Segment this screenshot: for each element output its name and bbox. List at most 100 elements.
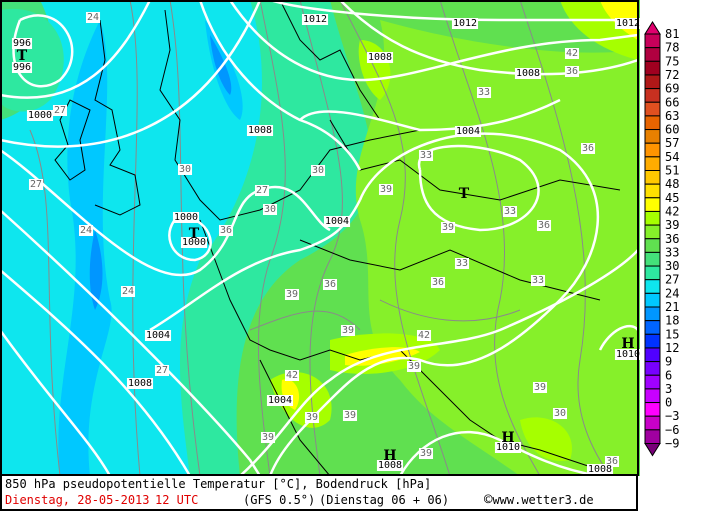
temperature-label-bg xyxy=(564,66,580,77)
temperature-label-bg xyxy=(28,179,44,190)
isobar xyxy=(268,132,600,476)
temperature-label: 39 xyxy=(442,222,454,233)
isotherm xyxy=(299,0,343,476)
isobar-label-bg xyxy=(494,442,522,453)
isobar xyxy=(339,0,639,76)
temperature-label: 39 xyxy=(286,289,298,300)
isobar-label-bg xyxy=(11,62,33,73)
isobar xyxy=(0,269,192,476)
time: 12 UTC xyxy=(155,493,199,507)
isotherm xyxy=(519,0,611,476)
isobar-label: 1004 xyxy=(456,126,480,137)
isobar-label-bg xyxy=(514,68,542,79)
date: Dienstag, 28-05-2013 xyxy=(5,493,150,507)
isobar-label-bg xyxy=(172,212,200,223)
isobar-label: 1008 xyxy=(588,464,612,475)
legend-swatch xyxy=(644,142,661,158)
isobar-label: 1000 xyxy=(174,212,198,223)
isobar-label: 1000 xyxy=(182,237,206,248)
isobar-label: 1004 xyxy=(146,330,170,341)
isobar xyxy=(12,14,74,88)
temperature-label-bg xyxy=(260,432,276,443)
coastline xyxy=(279,0,381,121)
temperature-label: 42 xyxy=(286,370,298,381)
temperature-label: 30 xyxy=(312,165,324,176)
temperature-label-bg xyxy=(310,165,326,176)
legend-label: 72 xyxy=(665,68,679,82)
pressure-centers: T T T H H H xyxy=(17,48,635,464)
warm-patch-4 xyxy=(520,417,572,461)
legend-swatch xyxy=(644,238,661,253)
isobar-label: 1000 xyxy=(28,110,52,121)
isobar xyxy=(198,0,362,171)
isobar-labels: 996 996 1000 1000 1000 1004 1004 1004 1004 1008 10… xyxy=(11,14,640,475)
legend-label: 57 xyxy=(665,136,679,150)
temperature-label-bg xyxy=(154,365,170,376)
temperature-label-bg xyxy=(78,225,94,236)
legend-label: 66 xyxy=(665,95,679,109)
temperature-label-bg xyxy=(218,225,234,236)
isobar xyxy=(0,329,112,476)
legend-label: 78 xyxy=(665,41,679,55)
isobar-label: 1008 xyxy=(248,125,272,136)
isobar-label-bg xyxy=(246,125,274,136)
legend-label: 54 xyxy=(665,150,679,164)
temperature-label-bg xyxy=(342,410,358,421)
legend-label: 0 xyxy=(665,396,672,410)
footer: 850 hPa pseudopotentielle Temperatur [°C… xyxy=(0,474,638,511)
legend-label: 6 xyxy=(665,368,672,382)
legend-label: 63 xyxy=(665,109,679,123)
isotherm xyxy=(339,0,451,476)
isobar-lines xyxy=(0,0,639,476)
isobar xyxy=(269,0,638,22)
temperature-label-bg xyxy=(502,206,518,217)
legend-label: 60 xyxy=(665,123,679,137)
legend-swatch xyxy=(644,197,661,212)
legend-label: 24 xyxy=(665,286,679,300)
temperature-label: 24 xyxy=(80,225,92,236)
temperature-label: 39 xyxy=(344,410,356,421)
site-link[interactable]: www.wetter3.de xyxy=(492,493,594,507)
cold-core-2 xyxy=(89,230,103,310)
legend-swatch xyxy=(644,224,661,240)
weather-map: 24 27 24 24 27 27 30 30 30 27 33 33 36 39 39 36 33 33 39 36… xyxy=(0,0,640,476)
isobar-label-bg xyxy=(144,330,172,341)
temperature-label-bg xyxy=(254,185,270,196)
legend-swatch xyxy=(644,279,661,294)
legend-label: 9 xyxy=(665,355,672,369)
temperature-label-bg xyxy=(580,143,596,154)
isobar-label-bg xyxy=(301,14,329,25)
isobar-label-bg xyxy=(586,464,614,475)
isobar-label-bg xyxy=(26,110,54,121)
isotherm xyxy=(29,129,61,476)
temperature-label-bg xyxy=(532,382,548,393)
temperature-label-bg xyxy=(284,370,300,381)
legend-label: 15 xyxy=(665,327,679,341)
isotherm xyxy=(379,299,521,322)
copyright-icon: © xyxy=(484,492,493,508)
legend-label: 3 xyxy=(665,382,672,396)
legend-swatch xyxy=(644,374,661,390)
isotherm xyxy=(169,0,201,476)
legend-label: 69 xyxy=(665,82,679,96)
high-pressure-marker: H xyxy=(621,336,634,352)
temperature-label-bg xyxy=(378,184,394,195)
temperature-label: 36 xyxy=(432,277,444,288)
temperature-label-bg xyxy=(284,289,300,300)
isobar xyxy=(239,249,639,476)
temperature-label-bg xyxy=(416,330,432,341)
legend-label: 30 xyxy=(665,259,679,273)
temperature-label-bg xyxy=(406,361,422,372)
legend-label: 12 xyxy=(665,341,679,355)
legend-label: 36 xyxy=(665,232,679,246)
legend-swatch xyxy=(644,429,661,445)
temperature-label-bg xyxy=(262,204,278,215)
legend-swatch xyxy=(644,60,661,76)
temperature-label: 36 xyxy=(566,66,578,77)
legend-swatch xyxy=(644,129,661,144)
temperature-label: 36 xyxy=(538,220,550,231)
isobar-label: 1008 xyxy=(128,378,152,389)
isobar-label: 1008 xyxy=(516,68,540,79)
temperature-label: 39 xyxy=(420,448,432,459)
legend-label: 27 xyxy=(665,273,679,287)
